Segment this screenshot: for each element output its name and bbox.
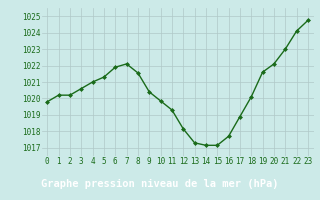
Text: Graphe pression niveau de la mer (hPa): Graphe pression niveau de la mer (hPa) <box>41 179 279 189</box>
